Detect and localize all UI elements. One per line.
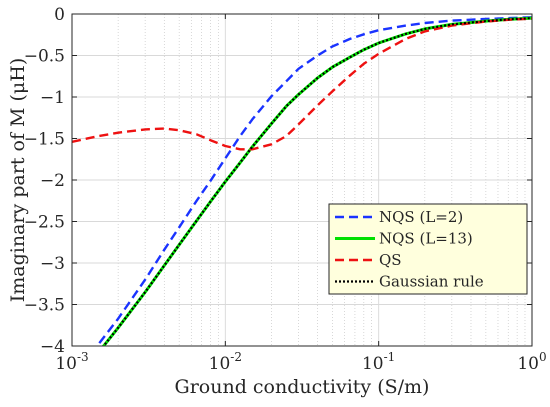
legend-label: QS <box>379 251 402 269</box>
series-line-1 <box>95 16 532 346</box>
y-tick-label: −3.5 <box>24 296 65 316</box>
y-tick-label: −4 <box>40 337 65 357</box>
y-tick-label: −1 <box>40 88 65 108</box>
x-tick-label: 100 <box>517 350 546 374</box>
legend-label: NQS (L=2) <box>379 208 463 226</box>
x-tick-label: 10-3 <box>55 350 88 374</box>
plot-area <box>72 16 532 346</box>
series-line-4 <box>102 17 532 346</box>
y-tick-label: −1.5 <box>24 130 65 150</box>
y-tick-label: −2 <box>40 171 65 191</box>
y-axis-label: Imaginary part of M (μH) <box>7 58 29 303</box>
y-tick-label: −0.5 <box>24 47 65 67</box>
series-line-3 <box>72 17 532 151</box>
legend-box <box>328 203 528 295</box>
x-tick-label: 10-1 <box>362 350 395 374</box>
ticks: 0 −0.5 −1 −1.5 −2 −2.5 −3 −3.5 −410-3 10-2 10-1 100 <box>24 5 547 374</box>
legend-label: Gaussian rule <box>379 273 484 291</box>
y-tick-label: −3 <box>40 254 65 274</box>
legend-label: NQS (L=13) <box>379 230 473 248</box>
y-tick-label: −2.5 <box>24 213 65 233</box>
y-tick-label: 0 <box>54 5 65 25</box>
x-axis-label: Ground conductivity (S/m) <box>175 376 430 398</box>
x-tick-label: 10-2 <box>209 350 242 374</box>
legend: NQS (L=2) NQS (L=13) QS Gaussian rule <box>328 203 528 295</box>
series-line-2 <box>101 16 532 346</box>
